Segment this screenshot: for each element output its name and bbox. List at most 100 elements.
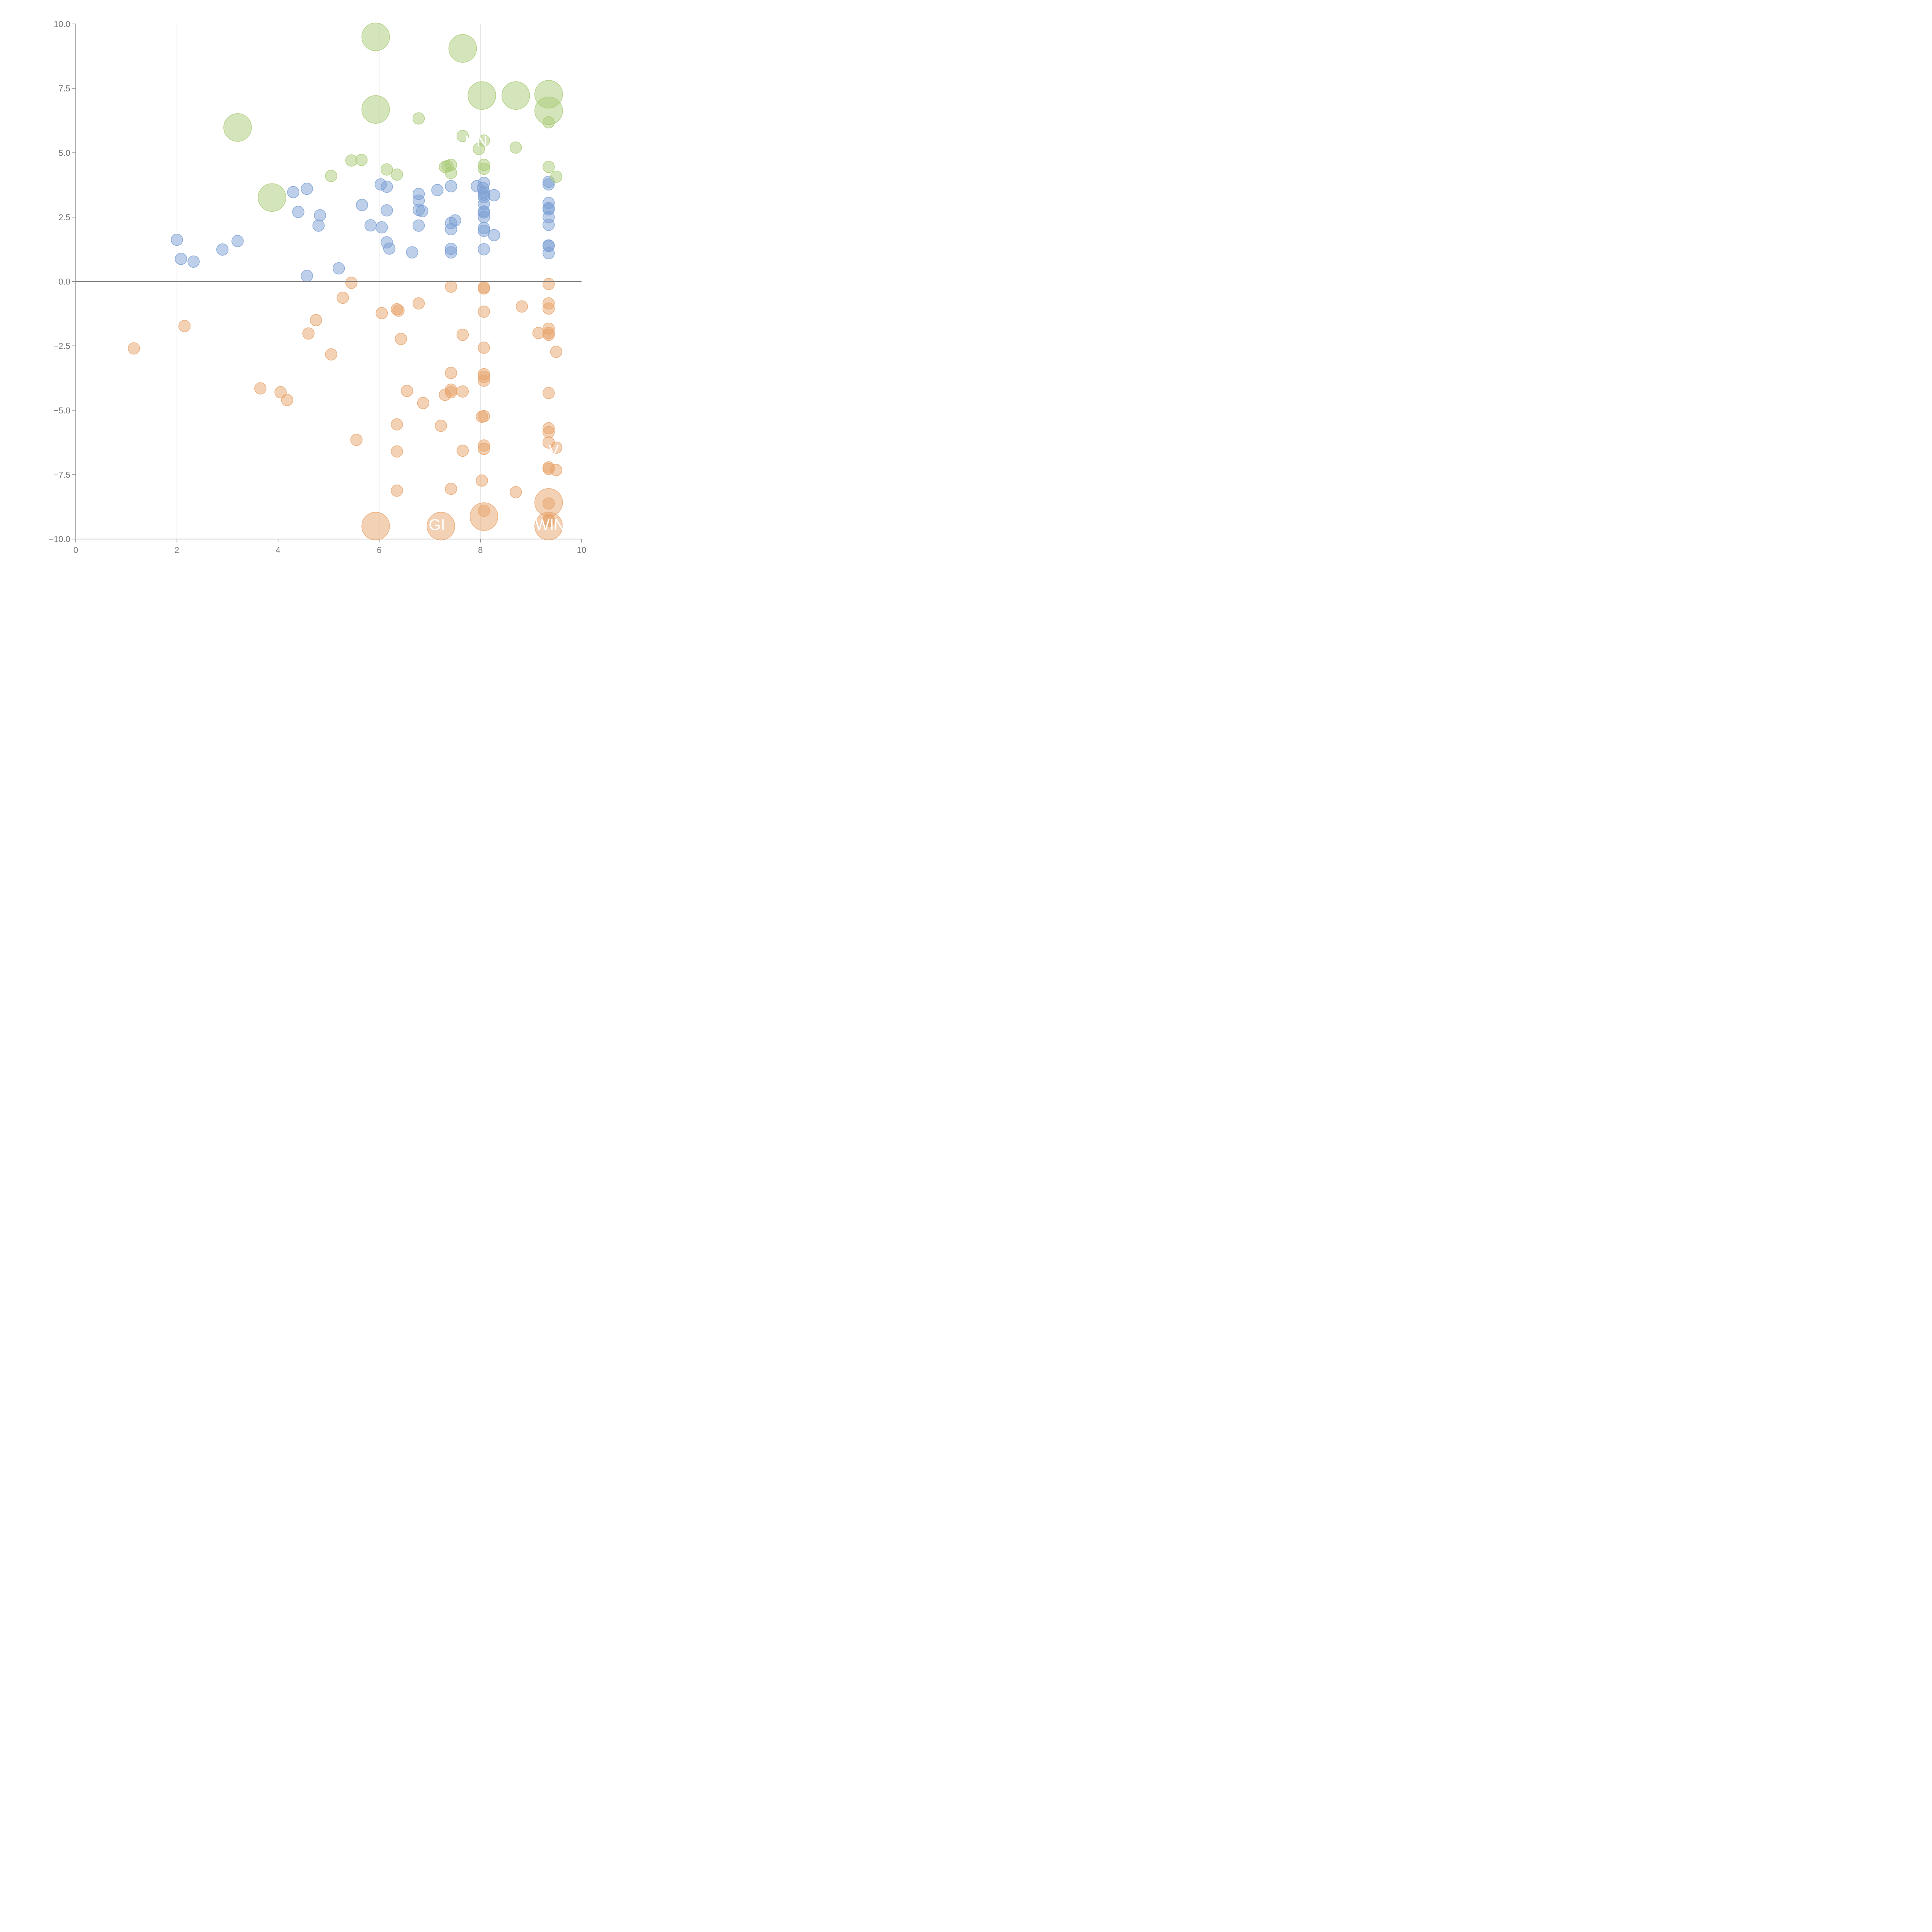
data-point-orange <box>310 314 322 327</box>
data-point-green <box>445 167 457 179</box>
annotations: UN GI WIN V <box>429 133 565 534</box>
data-point-blue <box>416 205 429 218</box>
data-point-orange <box>445 281 457 293</box>
y-tick-label: 10.0 <box>54 19 70 29</box>
data-point-orange <box>445 483 457 495</box>
data-point-orange <box>510 486 522 498</box>
data-point-green <box>391 168 403 181</box>
x-axis-ticks: 0 2 4 6 8 10 <box>73 539 586 555</box>
data-point-blue <box>301 270 313 282</box>
x-tick-label: 6 <box>377 545 381 555</box>
data-point-green <box>361 95 390 124</box>
data-point-orange <box>254 382 267 395</box>
data-point-blue <box>187 255 200 268</box>
data-point-blue <box>445 180 457 192</box>
y-tick-label: −10.0 <box>49 534 70 544</box>
data-point-orange <box>445 367 457 379</box>
data-point-blue <box>543 247 555 259</box>
data-point-orange <box>534 512 563 541</box>
data-point-green <box>478 162 490 175</box>
data-point-green <box>448 34 477 63</box>
data-point-orange <box>281 394 293 406</box>
data-point-green <box>510 141 522 154</box>
data-point-blue <box>478 211 490 223</box>
data-point-blue <box>445 246 457 259</box>
data-point-orange <box>476 474 488 487</box>
data-point-orange <box>478 410 490 422</box>
data-point-green <box>502 81 530 110</box>
data-point-orange <box>427 512 455 541</box>
x-tick-label: 2 <box>175 545 179 555</box>
y-tick-label: 7.5 <box>58 84 70 94</box>
y-tick-label: 2.5 <box>58 213 70 222</box>
data-point-green <box>223 113 252 142</box>
x-tick-label: 4 <box>276 545 280 555</box>
data-point-blue <box>406 246 418 259</box>
data-point-orange <box>345 277 358 289</box>
data-point-orange <box>550 464 563 476</box>
data-point-orange <box>478 442 490 455</box>
data-point-orange <box>550 441 563 454</box>
data-point-orange <box>478 374 490 387</box>
data-point-blue <box>543 219 555 231</box>
annotation-label: V <box>549 442 559 459</box>
annotation-label: UN <box>465 133 488 150</box>
x-tick-label: 10 <box>577 545 586 555</box>
x-tick-label: 0 <box>73 545 78 555</box>
data-point-orange <box>543 278 555 290</box>
data-point-green <box>355 154 368 166</box>
data-point-blue <box>364 219 377 231</box>
data-point-orange <box>543 387 555 399</box>
data-point-green <box>478 134 490 147</box>
data-point-orange <box>392 304 405 317</box>
data-point-orange <box>543 426 555 439</box>
data-point-orange <box>302 327 315 340</box>
data-point-blue <box>478 224 490 237</box>
data-point-blue <box>175 253 187 265</box>
data-point-orange <box>550 345 563 358</box>
data-point-blue <box>431 184 444 196</box>
y-tick-label: −5.0 <box>54 406 70 415</box>
data-point-orange <box>350 434 363 446</box>
data-point-orange <box>445 386 457 398</box>
data-point-blue <box>301 182 313 195</box>
data-point-green <box>543 116 555 129</box>
data-point-blue <box>543 178 555 190</box>
data-point-blue <box>231 235 244 247</box>
data-point-green <box>258 183 286 212</box>
y-tick-label: −7.5 <box>54 470 70 480</box>
data-point-orange <box>337 291 349 304</box>
data-point-green <box>412 112 425 125</box>
data-point-blue <box>171 233 183 246</box>
data-point-green <box>550 170 563 183</box>
data-point-blue <box>216 243 229 256</box>
data-point-blue <box>292 206 304 218</box>
y-axis-ticks: −10.0 −7.5 −5.0 −2.5 0.0 2.5 5.0 7.5 10.0 <box>49 19 76 544</box>
data-point-blue <box>478 243 490 255</box>
x-tick-label: 8 <box>478 545 483 555</box>
data-point-blue <box>412 219 425 232</box>
data-point-orange <box>325 348 337 361</box>
y-tick-label: 0.0 <box>58 277 70 287</box>
data-point-green <box>361 22 390 51</box>
data-point-orange <box>515 300 528 313</box>
data-point-green <box>325 170 337 182</box>
data-point-blue <box>376 221 388 234</box>
annotation-label: WIN <box>535 517 565 534</box>
data-point-orange <box>395 333 407 345</box>
annotation-label: GI <box>429 517 445 534</box>
data-point-orange <box>376 307 388 320</box>
data-point-orange <box>456 444 469 457</box>
data-point-blue <box>383 242 396 255</box>
data-point-orange <box>456 328 469 341</box>
data-point-blue <box>314 209 326 221</box>
data-point-blue <box>488 229 500 242</box>
y-tick-label: −2.5 <box>54 341 70 351</box>
data-point-orange <box>435 419 447 432</box>
data-point-blue <box>381 180 393 193</box>
data-point-orange <box>456 385 469 398</box>
data-point-blue <box>356 199 368 211</box>
data-point-orange <box>478 305 490 318</box>
data-point-orange <box>469 502 498 531</box>
data-point-green <box>543 161 555 173</box>
